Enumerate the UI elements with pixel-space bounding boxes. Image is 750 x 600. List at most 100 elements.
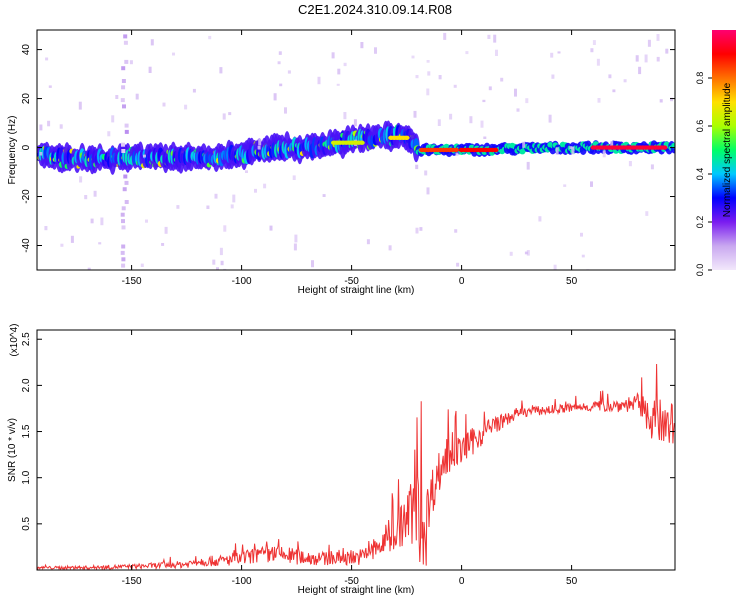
heatmap-cell bbox=[426, 60, 430, 63]
snr-y-axis-label: SNR (10 * v/v) bbox=[7, 418, 18, 482]
y-tick-label: -40 bbox=[21, 238, 32, 253]
heatmap-cell bbox=[426, 187, 430, 195]
heatmap-cell bbox=[656, 34, 660, 41]
heatmap-cell bbox=[124, 200, 129, 204]
snr-plot: -150 -100 -50 0 50 0.5 1.0 1.5 2.0 2.5 (x10^4) H… bbox=[7, 323, 676, 596]
heatmap-cell bbox=[525, 98, 529, 104]
heatmap-cell bbox=[292, 175, 296, 180]
heatmap-cell bbox=[415, 164, 419, 170]
heatmap-cell bbox=[122, 104, 126, 109]
heatmap-cell bbox=[120, 250, 125, 255]
heatmap-cell bbox=[426, 88, 430, 96]
heatmap-cell bbox=[121, 219, 125, 224]
heatmap-cell bbox=[222, 113, 226, 120]
snr-x-ticks: -150 -100 -50 0 50 bbox=[122, 330, 578, 587]
heatmap-cell bbox=[121, 225, 126, 230]
spectrogram-y-ticks: -40 -20 0 20 40 bbox=[21, 44, 675, 253]
heatmap-cell bbox=[656, 56, 660, 62]
heatmap-cell bbox=[172, 52, 175, 56]
heatmap-cell bbox=[492, 147, 499, 153]
y-tick-label: 20 bbox=[21, 93, 32, 105]
y-tick-label: 0 bbox=[21, 144, 32, 150]
heatmap-cell bbox=[60, 243, 64, 247]
heatmap-cell bbox=[143, 154, 146, 158]
heatmap-cell bbox=[353, 119, 357, 127]
heatmap-cell bbox=[482, 99, 486, 103]
heatmap-cell bbox=[455, 152, 459, 156]
heatmap-cell bbox=[317, 76, 321, 85]
spectrogram-x-axis-label: Height of straight line (km) bbox=[298, 285, 415, 296]
heatmap-cell bbox=[269, 225, 273, 231]
y-tick-label: 1.0 bbox=[21, 470, 32, 484]
spectrogram-plot: -150 -100 -50 0 50 -40 -20 0 20 40 Height of str… bbox=[7, 29, 676, 296]
colorbar-tick-label: 0.2 bbox=[695, 216, 705, 229]
heatmap-cell bbox=[164, 226, 168, 234]
heatmap-cell bbox=[550, 52, 554, 58]
heatmap-cell bbox=[123, 34, 128, 39]
heatmap-cell bbox=[121, 85, 126, 90]
snr-series-line bbox=[37, 363, 675, 570]
heatmap-cell bbox=[84, 195, 88, 200]
heatmap-cell bbox=[415, 75, 419, 79]
heatmap-cell bbox=[555, 147, 559, 155]
x-tick-label: 50 bbox=[566, 276, 578, 287]
heatmap-cell bbox=[623, 79, 627, 83]
heatmap-cell bbox=[150, 39, 154, 46]
heatmap-cell bbox=[366, 239, 370, 245]
colorbar-tick-label: 0.8 bbox=[695, 72, 705, 85]
heatmap-cell bbox=[337, 68, 341, 75]
heatmap-cell bbox=[258, 138, 262, 146]
heatmap-cell bbox=[437, 119, 441, 126]
heatmap-cell bbox=[148, 66, 152, 73]
heatmap-cell bbox=[90, 218, 94, 224]
heatmap-cell bbox=[456, 262, 460, 267]
heatmap-cell bbox=[124, 123, 129, 128]
heatmap-cell bbox=[331, 52, 335, 59]
snr-x-axis-label: Height of straight line (km) bbox=[298, 585, 415, 596]
heatmap-cell bbox=[208, 35, 212, 40]
heatmap-cell bbox=[257, 145, 261, 150]
heatmap-cell bbox=[638, 66, 642, 75]
heatmap-cell bbox=[311, 260, 314, 268]
colorbar-label: Normalized spectral amplitude bbox=[722, 82, 733, 217]
colorbar-gradient bbox=[712, 30, 736, 270]
heatmap-cell bbox=[454, 229, 458, 233]
heatmap-cell bbox=[184, 104, 188, 110]
spectrogram-frame bbox=[36, 29, 676, 271]
heatmap-cell bbox=[415, 227, 419, 234]
heatmap-cell bbox=[449, 113, 453, 120]
heatmap-cell bbox=[161, 243, 165, 246]
heatmap-cell bbox=[78, 101, 82, 110]
heatmap-cell bbox=[121, 79, 126, 83]
heatmap-cell bbox=[223, 268, 227, 270]
heatmap-cell bbox=[162, 102, 166, 107]
spectrogram-y-axis-label: Frequency (Hz) bbox=[7, 116, 18, 185]
heatmap-cell bbox=[438, 75, 442, 80]
heatmap-cell bbox=[121, 263, 126, 268]
heatmap-cell bbox=[336, 83, 340, 86]
heatmap-cell bbox=[665, 48, 669, 54]
heatmap-cell bbox=[596, 58, 600, 66]
heatmap-cell bbox=[602, 150, 606, 158]
heatmap-cell bbox=[39, 152, 43, 156]
heatmap-cell bbox=[124, 129, 129, 134]
heatmap-cell bbox=[538, 216, 542, 222]
heatmap-cell bbox=[45, 57, 49, 61]
heatmap-cell bbox=[522, 141, 526, 148]
heatmap-cell bbox=[223, 225, 227, 232]
x-tick-label: -150 bbox=[122, 576, 142, 587]
heatmap-cell bbox=[111, 115, 115, 123]
heatmap-cell bbox=[424, 170, 428, 176]
x-tick-label: -100 bbox=[232, 276, 252, 287]
y-tick-label: 2.5 bbox=[21, 332, 32, 346]
heatmap-cell bbox=[493, 34, 497, 43]
heatmap-cell bbox=[388, 245, 392, 251]
heatmap-cell bbox=[358, 140, 365, 145]
heatmap-cell bbox=[120, 98, 125, 103]
heatmap-cell bbox=[228, 112, 232, 116]
heatmap-cell bbox=[220, 260, 224, 266]
heatmap-cell bbox=[121, 66, 126, 71]
heatmap-cell bbox=[453, 84, 457, 88]
heatmap-cell bbox=[254, 188, 257, 193]
